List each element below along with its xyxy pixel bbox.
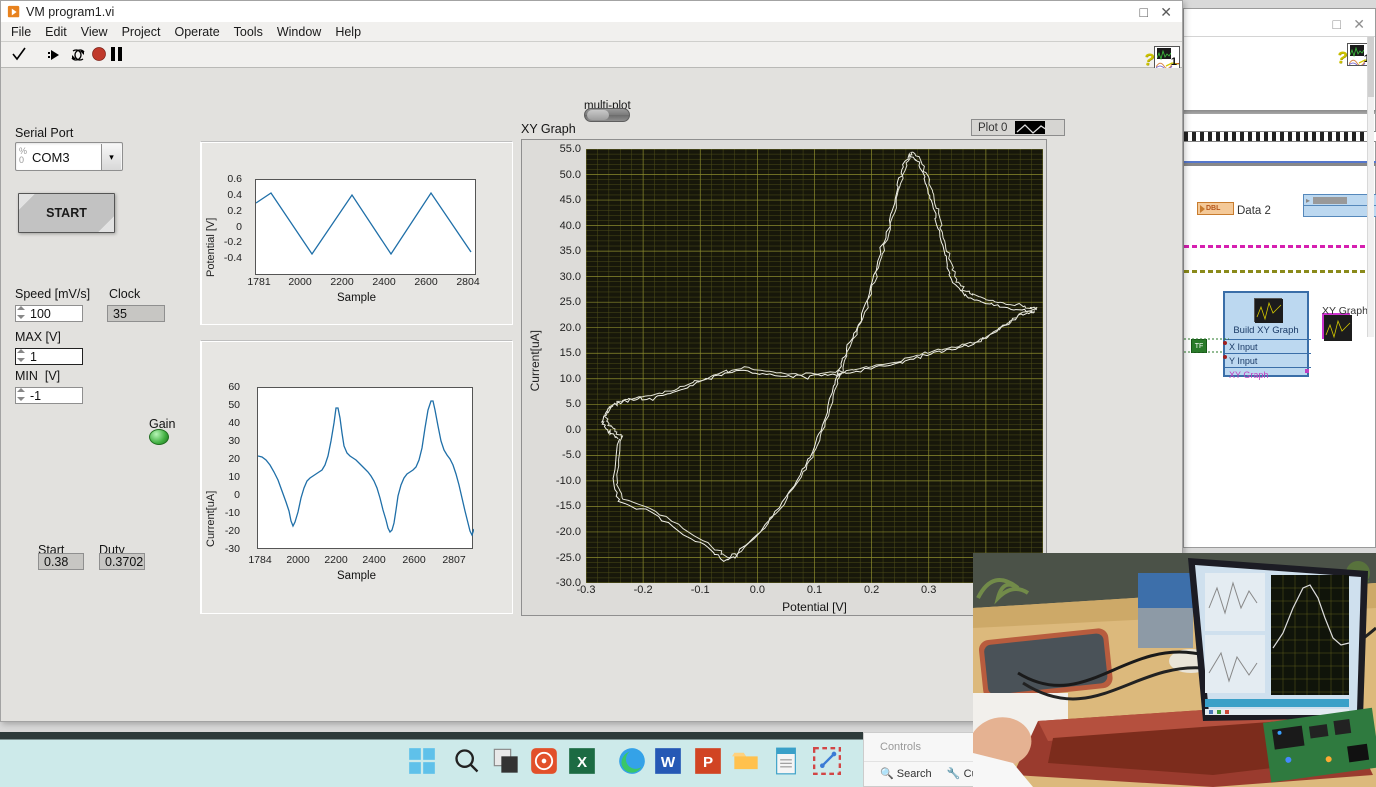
svg-text:P: P — [703, 754, 713, 771]
svg-text:X: X — [577, 754, 587, 771]
svg-text:W: W — [661, 754, 676, 771]
